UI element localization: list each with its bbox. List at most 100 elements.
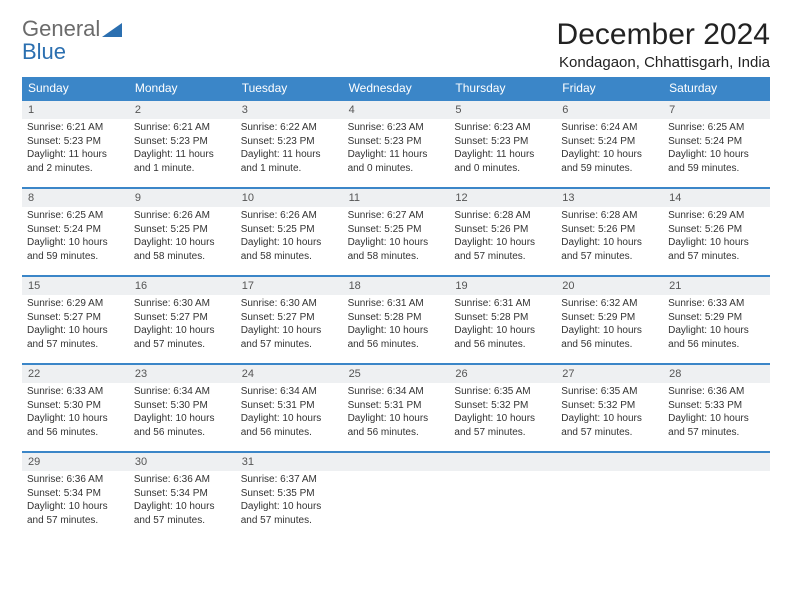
sunset-text: Sunset: 5:29 PM bbox=[668, 311, 765, 325]
day-details: Sunrise: 6:34 AMSunset: 5:31 PMDaylight:… bbox=[343, 383, 450, 443]
calendar-week: 29Sunrise: 6:36 AMSunset: 5:34 PMDayligh… bbox=[22, 451, 770, 539]
logo-word-blue: Blue bbox=[22, 39, 66, 64]
calendar: SundayMondayTuesdayWednesdayThursdayFrid… bbox=[22, 77, 770, 539]
day-cell bbox=[449, 453, 556, 539]
day-number: 11 bbox=[343, 189, 450, 207]
sunrise-text: Sunrise: 6:30 AM bbox=[134, 297, 231, 311]
sunset-text: Sunset: 5:25 PM bbox=[134, 223, 231, 237]
day-details: Sunrise: 6:21 AMSunset: 5:23 PMDaylight:… bbox=[129, 119, 236, 179]
day-details: Sunrise: 6:31 AMSunset: 5:28 PMDaylight:… bbox=[343, 295, 450, 355]
day-details: Sunrise: 6:25 AMSunset: 5:24 PMDaylight:… bbox=[663, 119, 770, 179]
day-details: Sunrise: 6:33 AMSunset: 5:30 PMDaylight:… bbox=[22, 383, 129, 443]
day-cell: 31Sunrise: 6:37 AMSunset: 5:35 PMDayligh… bbox=[236, 453, 343, 539]
sunrise-text: Sunrise: 6:34 AM bbox=[348, 385, 445, 399]
daylight-text: Daylight: 10 hours and 59 minutes. bbox=[27, 236, 124, 263]
day-details bbox=[343, 471, 450, 477]
day-number: 5 bbox=[449, 101, 556, 119]
day-cell: 11Sunrise: 6:27 AMSunset: 5:25 PMDayligh… bbox=[343, 189, 450, 275]
daylight-text: Daylight: 10 hours and 58 minutes. bbox=[134, 236, 231, 263]
sunrise-text: Sunrise: 6:28 AM bbox=[561, 209, 658, 223]
sunrise-text: Sunrise: 6:35 AM bbox=[561, 385, 658, 399]
sunrise-text: Sunrise: 6:33 AM bbox=[668, 297, 765, 311]
calendar-week: 22Sunrise: 6:33 AMSunset: 5:30 PMDayligh… bbox=[22, 363, 770, 451]
sunset-text: Sunset: 5:23 PM bbox=[348, 135, 445, 149]
day-number: 24 bbox=[236, 365, 343, 383]
day-cell: 4Sunrise: 6:23 AMSunset: 5:23 PMDaylight… bbox=[343, 101, 450, 187]
day-number: 17 bbox=[236, 277, 343, 295]
sunrise-text: Sunrise: 6:23 AM bbox=[454, 121, 551, 135]
daylight-text: Daylight: 10 hours and 56 minutes. bbox=[454, 324, 551, 351]
day-number: 8 bbox=[22, 189, 129, 207]
sunrise-text: Sunrise: 6:29 AM bbox=[668, 209, 765, 223]
day-number: 16 bbox=[129, 277, 236, 295]
sunset-text: Sunset: 5:34 PM bbox=[27, 487, 124, 501]
day-number: 27 bbox=[556, 365, 663, 383]
logo-text: General Blue bbox=[22, 18, 122, 63]
weekday-header: Wednesday bbox=[343, 77, 450, 99]
day-number: 7 bbox=[663, 101, 770, 119]
daylight-text: Daylight: 10 hours and 57 minutes. bbox=[561, 412, 658, 439]
day-number: 3 bbox=[236, 101, 343, 119]
day-cell: 9Sunrise: 6:26 AMSunset: 5:25 PMDaylight… bbox=[129, 189, 236, 275]
sunrise-text: Sunrise: 6:36 AM bbox=[668, 385, 765, 399]
day-cell: 23Sunrise: 6:34 AMSunset: 5:30 PMDayligh… bbox=[129, 365, 236, 451]
day-cell bbox=[663, 453, 770, 539]
weekday-header: Friday bbox=[556, 77, 663, 99]
day-number: 19 bbox=[449, 277, 556, 295]
day-details: Sunrise: 6:21 AMSunset: 5:23 PMDaylight:… bbox=[22, 119, 129, 179]
day-number: 4 bbox=[343, 101, 450, 119]
day-cell: 25Sunrise: 6:34 AMSunset: 5:31 PMDayligh… bbox=[343, 365, 450, 451]
day-cell: 22Sunrise: 6:33 AMSunset: 5:30 PMDayligh… bbox=[22, 365, 129, 451]
sunrise-text: Sunrise: 6:36 AM bbox=[134, 473, 231, 487]
daylight-text: Daylight: 10 hours and 59 minutes. bbox=[561, 148, 658, 175]
day-details: Sunrise: 6:26 AMSunset: 5:25 PMDaylight:… bbox=[236, 207, 343, 267]
sunset-text: Sunset: 5:31 PM bbox=[348, 399, 445, 413]
day-cell: 14Sunrise: 6:29 AMSunset: 5:26 PMDayligh… bbox=[663, 189, 770, 275]
day-details: Sunrise: 6:36 AMSunset: 5:34 PMDaylight:… bbox=[22, 471, 129, 531]
day-cell: 26Sunrise: 6:35 AMSunset: 5:32 PMDayligh… bbox=[449, 365, 556, 451]
day-details: Sunrise: 6:30 AMSunset: 5:27 PMDaylight:… bbox=[236, 295, 343, 355]
daylight-text: Daylight: 11 hours and 1 minute. bbox=[241, 148, 338, 175]
calendar-week: 15Sunrise: 6:29 AMSunset: 5:27 PMDayligh… bbox=[22, 275, 770, 363]
daylight-text: Daylight: 11 hours and 0 minutes. bbox=[348, 148, 445, 175]
day-number: 1 bbox=[22, 101, 129, 119]
day-details: Sunrise: 6:31 AMSunset: 5:28 PMDaylight:… bbox=[449, 295, 556, 355]
daylight-text: Daylight: 11 hours and 1 minute. bbox=[134, 148, 231, 175]
daylight-text: Daylight: 10 hours and 56 minutes. bbox=[241, 412, 338, 439]
title-block: December 2024 Kondagaon, Chhattisgarh, I… bbox=[557, 18, 770, 71]
day-cell bbox=[556, 453, 663, 539]
daylight-text: Daylight: 10 hours and 58 minutes. bbox=[348, 236, 445, 263]
sunrise-text: Sunrise: 6:21 AM bbox=[27, 121, 124, 135]
day-details: Sunrise: 6:24 AMSunset: 5:24 PMDaylight:… bbox=[556, 119, 663, 179]
logo-word-general: General bbox=[22, 16, 100, 41]
daylight-text: Daylight: 10 hours and 57 minutes. bbox=[454, 412, 551, 439]
daylight-text: Daylight: 10 hours and 59 minutes. bbox=[668, 148, 765, 175]
day-details: Sunrise: 6:36 AMSunset: 5:34 PMDaylight:… bbox=[129, 471, 236, 531]
daylight-text: Daylight: 10 hours and 57 minutes. bbox=[561, 236, 658, 263]
day-details: Sunrise: 6:30 AMSunset: 5:27 PMDaylight:… bbox=[129, 295, 236, 355]
day-number: 23 bbox=[129, 365, 236, 383]
day-number: 20 bbox=[556, 277, 663, 295]
logo: General Blue bbox=[22, 18, 122, 63]
sunset-text: Sunset: 5:24 PM bbox=[27, 223, 124, 237]
sunset-text: Sunset: 5:32 PM bbox=[561, 399, 658, 413]
sunset-text: Sunset: 5:33 PM bbox=[668, 399, 765, 413]
daylight-text: Daylight: 10 hours and 57 minutes. bbox=[454, 236, 551, 263]
day-details: Sunrise: 6:28 AMSunset: 5:26 PMDaylight:… bbox=[556, 207, 663, 267]
day-number: 10 bbox=[236, 189, 343, 207]
day-cell: 18Sunrise: 6:31 AMSunset: 5:28 PMDayligh… bbox=[343, 277, 450, 363]
weekday-header: Tuesday bbox=[236, 77, 343, 99]
day-number: 29 bbox=[22, 453, 129, 471]
day-number: 30 bbox=[129, 453, 236, 471]
day-details: Sunrise: 6:27 AMSunset: 5:25 PMDaylight:… bbox=[343, 207, 450, 267]
day-cell: 16Sunrise: 6:30 AMSunset: 5:27 PMDayligh… bbox=[129, 277, 236, 363]
day-details: Sunrise: 6:29 AMSunset: 5:27 PMDaylight:… bbox=[22, 295, 129, 355]
sunset-text: Sunset: 5:27 PM bbox=[241, 311, 338, 325]
sunrise-text: Sunrise: 6:32 AM bbox=[561, 297, 658, 311]
sunset-text: Sunset: 5:28 PM bbox=[454, 311, 551, 325]
day-number bbox=[449, 453, 556, 471]
day-number bbox=[663, 453, 770, 471]
sunset-text: Sunset: 5:30 PM bbox=[134, 399, 231, 413]
sunset-text: Sunset: 5:29 PM bbox=[561, 311, 658, 325]
weekday-header: Monday bbox=[129, 77, 236, 99]
